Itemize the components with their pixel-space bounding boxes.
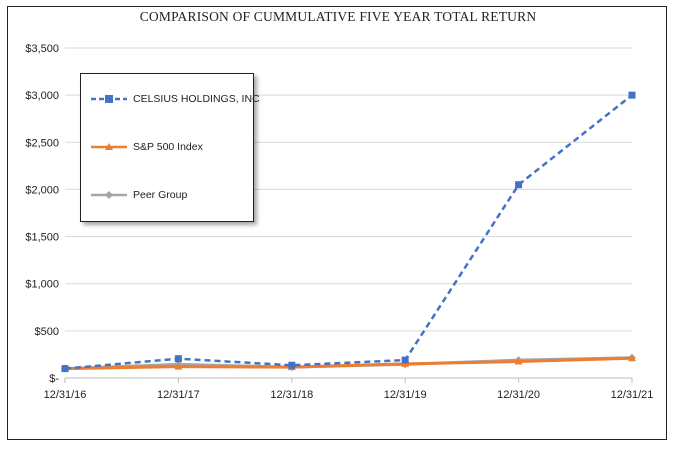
x-tick-label: 12/31/20 [497, 389, 540, 401]
x-tick-label: 12/31/18 [270, 389, 313, 401]
series-line-celsius-holdings-inc [64, 94, 633, 370]
legend-item-sp500: S&P 500 Index [91, 140, 203, 154]
y-tick-label: $2,500 [25, 137, 59, 149]
y-tick-label: $500 [35, 326, 59, 338]
y-tick-label: $3,000 [25, 90, 59, 102]
x-tick-label: 12/31/19 [384, 389, 427, 401]
legend-swatch-celsius [91, 95, 127, 103]
y-axis-ticks: $- $500 $1,000 $1,500 $2,000 $2,500 $3,000 $3,5… [25, 43, 59, 385]
legend-label-celsius: CELSIUS HOLDINGS, INC [133, 93, 260, 105]
data-point-s-p-500-index [628, 354, 636, 362]
series-layer [61, 91, 636, 373]
legend-item-peer-group: Peer Group [91, 188, 187, 202]
x-tick-label: 12/31/17 [157, 389, 200, 401]
x-tick-label: 12/31/21 [611, 389, 654, 401]
y-tick-label: $1,500 [25, 232, 59, 244]
chart-title: COMPARISON OF CUMMULATIVE FIVE YEAR TOTA… [139, 9, 537, 24]
legend-swatch-peer-group [91, 191, 127, 199]
x-tick-label: 12/31/16 [44, 389, 87, 401]
data-point-celsius-holdings-inc [61, 365, 69, 373]
data-point-celsius-holdings-inc [174, 355, 182, 363]
y-tick-label: $- [49, 373, 59, 385]
data-point-celsius-holdings-inc [288, 361, 296, 369]
legend-swatch-sp500 [91, 143, 127, 150]
data-point-s-p-500-index [174, 362, 183, 370]
data-point-celsius-holdings-inc [628, 91, 636, 99]
y-tick-label: $3,500 [25, 43, 59, 55]
y-tick-label: $1,000 [25, 279, 59, 291]
data-point-celsius-holdings-inc [515, 181, 523, 189]
series-line-s-p-500-index [64, 356, 633, 371]
legend: CELSIUS HOLDINGS, INC S&P 500 Index Peer… [80, 73, 260, 222]
legend-label-peer-group: Peer Group [133, 189, 188, 201]
legend-label-sp500: S&P 500 Index [133, 141, 203, 153]
x-axis-ticks: 12/31/16 12/31/17 12/31/18 12/31/19 12/31/20… [44, 378, 654, 401]
y-tick-label: $2,000 [25, 184, 59, 196]
legend-item-celsius: CELSIUS HOLDINGS, INC [91, 92, 260, 106]
data-point-celsius-holdings-inc [401, 356, 409, 364]
data-point-s-p-500-index [514, 357, 523, 365]
